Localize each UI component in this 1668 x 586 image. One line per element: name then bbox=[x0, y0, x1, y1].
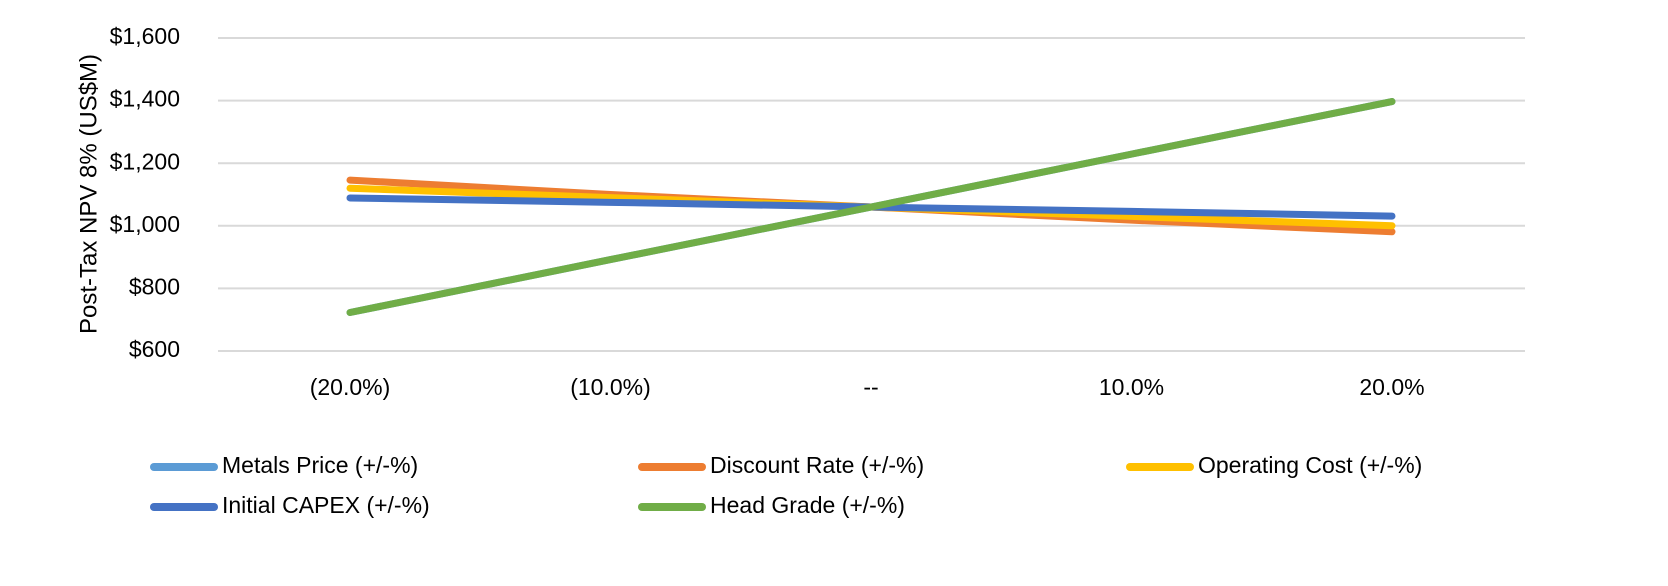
gridlines bbox=[218, 38, 1525, 351]
legend-label: Discount Rate (+/-%) bbox=[710, 452, 924, 478]
legend: Metals Price (+/-%) Discount Rate (+/-%) O… bbox=[154, 452, 1422, 518]
x-tick-label: -- bbox=[863, 374, 878, 400]
sensitivity-line-chart: $600 $800 $1,000 $1,200 $1,400 $1,600 (20.0%)… bbox=[0, 0, 1668, 586]
y-tick-label: $1,600 bbox=[110, 23, 180, 49]
y-tick-label: $1,200 bbox=[110, 148, 180, 174]
chart-root: $600 $800 $1,000 $1,200 $1,400 $1,600 (20.0%)… bbox=[0, 0, 1668, 586]
series-line-head-grade bbox=[350, 102, 1392, 313]
y-tick-label: $1,400 bbox=[110, 86, 180, 112]
y-tick-label: $800 bbox=[129, 273, 180, 299]
x-tick-label: 20.0% bbox=[1359, 374, 1424, 400]
legend-label: Operating Cost (+/-%) bbox=[1198, 452, 1422, 478]
legend-label: Metals Price (+/-%) bbox=[222, 452, 418, 478]
x-axis-tick-labels: (20.0%) (10.0%) -- 10.0% 20.0% bbox=[310, 374, 1425, 400]
x-tick-label: (10.0%) bbox=[570, 374, 651, 400]
series-lines bbox=[350, 102, 1392, 313]
y-axis-label: Post-Tax NPV 8% (US$M) bbox=[75, 54, 102, 334]
x-tick-label: 10.0% bbox=[1099, 374, 1164, 400]
legend-label: Head Grade (+/-%) bbox=[710, 492, 905, 518]
legend-label: Initial CAPEX (+/-%) bbox=[222, 492, 430, 518]
y-axis-tick-labels: $600 $800 $1,000 $1,200 $1,400 $1,600 bbox=[110, 23, 180, 362]
y-tick-label: $600 bbox=[129, 336, 180, 362]
y-tick-label: $1,000 bbox=[110, 211, 180, 237]
x-tick-label: (20.0%) bbox=[310, 374, 391, 400]
